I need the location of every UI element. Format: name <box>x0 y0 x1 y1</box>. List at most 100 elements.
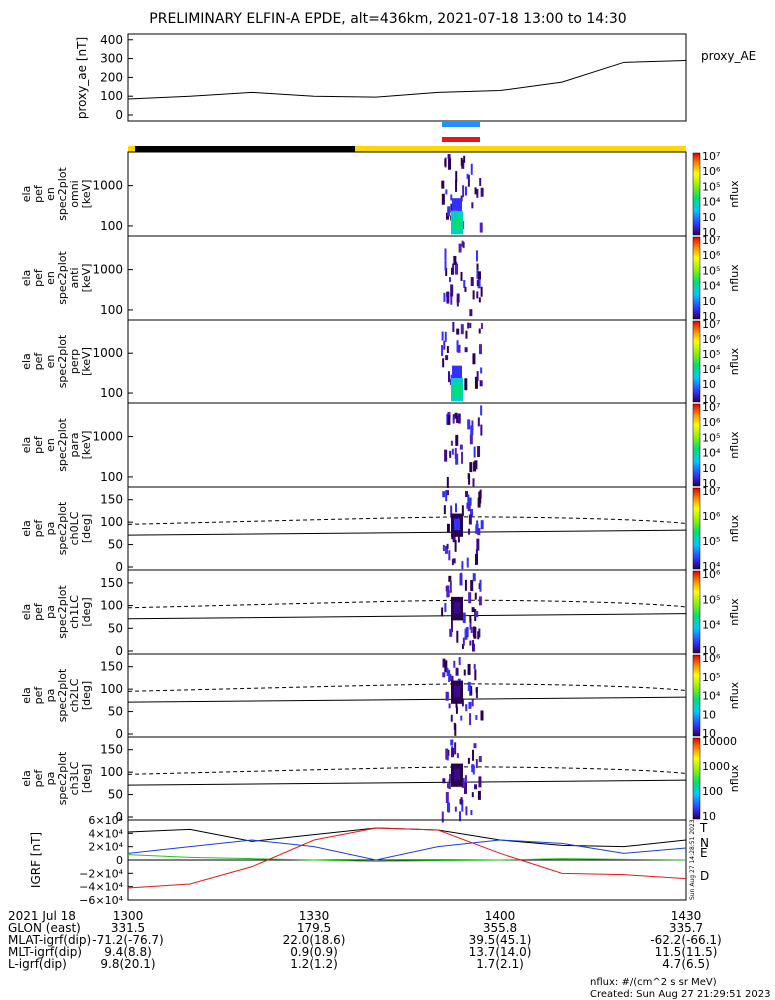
spec-cell <box>468 682 471 691</box>
spec-cell <box>480 405 482 415</box>
spec-tick-label: 150 <box>100 576 123 590</box>
spec-cell <box>473 743 476 748</box>
spec-tick-label: 1000 <box>92 179 123 193</box>
spec-tick-label: 100 <box>100 470 123 484</box>
ephem-row-value: 1.2(1.2) <box>290 957 338 971</box>
colorbar-tick-label: 1000 <box>702 760 730 773</box>
spec-ylabel-line: [keV] <box>80 347 93 376</box>
igrf-tick-label: −4×10⁴ <box>79 881 123 894</box>
spec-tick-label: 150 <box>100 660 123 674</box>
x-axis-annotation: 2021 Jul 18 1300 1330 1400 1430 GLON (ea… <box>8 909 722 971</box>
spec-tick-label: 100 <box>100 599 123 613</box>
spec-cell <box>461 158 463 166</box>
spec-cell <box>447 206 450 216</box>
spec-cell <box>469 616 471 623</box>
spec-data-cells <box>443 241 482 317</box>
spec-cell <box>441 181 444 189</box>
spec-cell <box>442 672 445 677</box>
spec-cell <box>452 322 454 332</box>
colorbar-tick-label: 10⁵ <box>702 593 720 606</box>
spec-cell <box>470 425 473 435</box>
spec-cell <box>477 280 479 286</box>
spec-cell <box>450 581 452 593</box>
spec-cell <box>455 171 457 182</box>
spec-cell <box>442 778 445 783</box>
ephem-row-label: L-igrf(dip) <box>8 957 67 971</box>
spec-cell <box>476 189 478 198</box>
spec-cell <box>468 664 471 675</box>
colorbar-tick-label: 10⁷ <box>702 401 720 414</box>
spec-cell <box>465 580 467 591</box>
spec-tick-label: 100 <box>100 303 123 317</box>
loss-cone-line <box>128 614 686 619</box>
spec-tick-label: 1000 <box>92 430 123 444</box>
spec-cell <box>472 353 475 364</box>
spec-cell <box>446 585 449 597</box>
spec-cell <box>467 323 469 329</box>
spec-cell <box>448 154 451 159</box>
colorbar-tick-label: 10⁶ <box>702 652 721 665</box>
spec-cell <box>453 417 455 424</box>
spec-cell <box>456 707 458 714</box>
spec-cell-bright <box>454 519 460 531</box>
colorbar-tick-label: 10⁵ <box>702 348 720 361</box>
spec-cell <box>463 280 465 288</box>
spec-cell <box>447 754 449 760</box>
spec-cell <box>469 323 471 328</box>
colorbar-tick-label: 10⁶ <box>702 333 721 346</box>
colorbar-tick-label: 10⁵ <box>702 264 720 277</box>
spec-cell <box>455 807 457 812</box>
loss-cone-line <box>128 780 686 785</box>
spec-cell <box>448 158 451 170</box>
spec-cell <box>478 628 480 637</box>
spec-cell <box>444 450 447 462</box>
spec-cell <box>447 477 449 488</box>
science-zone-blue-bar <box>442 122 480 127</box>
spec-cell <box>467 494 469 503</box>
spec-ylabel: ela pef pa spec2plot ch1LC [deg] <box>20 585 93 639</box>
colorbar-tick-label: 10⁵ <box>702 535 720 548</box>
spec-cell <box>469 641 471 646</box>
spec-cell <box>459 657 461 665</box>
spec-cell <box>470 434 473 444</box>
spec-data-cells <box>441 322 483 401</box>
spec-tick-label: 50 <box>108 621 123 635</box>
spec-tick-label: 0 <box>115 644 123 658</box>
spec-cell <box>455 448 457 459</box>
spec-cell <box>453 661 455 668</box>
colorbar-label: nflux <box>728 347 741 375</box>
spec-cell <box>479 297 481 302</box>
colorbar-label: nflux <box>728 681 741 709</box>
ephem-row-value: 9.8(20.1) <box>100 957 155 971</box>
spec-ylabel: ela pef pa spec2plot ch3LC [deg] <box>20 751 93 805</box>
spec-cell <box>477 371 479 381</box>
footer-units: nflux: #/(cm^2 s sr MeV) <box>590 977 717 988</box>
spec-ylabel: ela pef pa spec2plot ch2LC [deg] <box>20 668 93 722</box>
colorbar <box>693 738 700 819</box>
colorbar-tick-label: 10⁳ <box>702 462 716 475</box>
colorbar-label: nflux <box>728 598 741 626</box>
igrf-tick-label: 4×10⁴ <box>88 827 123 840</box>
ephemeris-bar-sunlit-left <box>128 146 135 152</box>
anti-loss-cone-line <box>128 600 686 608</box>
spec-cell <box>455 540 457 552</box>
spec-ylabel: ela pef en spec2plot anti [keV] <box>20 251 93 305</box>
spec-cell <box>476 250 478 261</box>
spec-cell <box>451 748 454 757</box>
spec-cell <box>460 272 462 281</box>
spec-cell <box>477 528 480 535</box>
spec-cell <box>445 189 447 194</box>
spec-cell <box>465 775 467 783</box>
spec-cell <box>471 764 474 772</box>
spec-cell <box>468 504 471 511</box>
spec-data-cells <box>442 657 483 736</box>
spec-cell <box>465 704 467 711</box>
colorbar-tick-label: 10⁴ <box>702 619 721 632</box>
ae-tick-label: 300 <box>100 52 123 66</box>
spec-cell <box>460 445 463 450</box>
spec-cell <box>468 529 470 535</box>
spec-cell-bright <box>452 366 462 378</box>
colorbar-tick-label: 10⁵ <box>702 431 720 444</box>
igrf-panel: 6×10⁴4×10⁴2×10⁴0−2×10⁴−4×10⁴−6×10⁴ IGRF [… <box>29 814 709 907</box>
spec-cell <box>443 545 445 551</box>
